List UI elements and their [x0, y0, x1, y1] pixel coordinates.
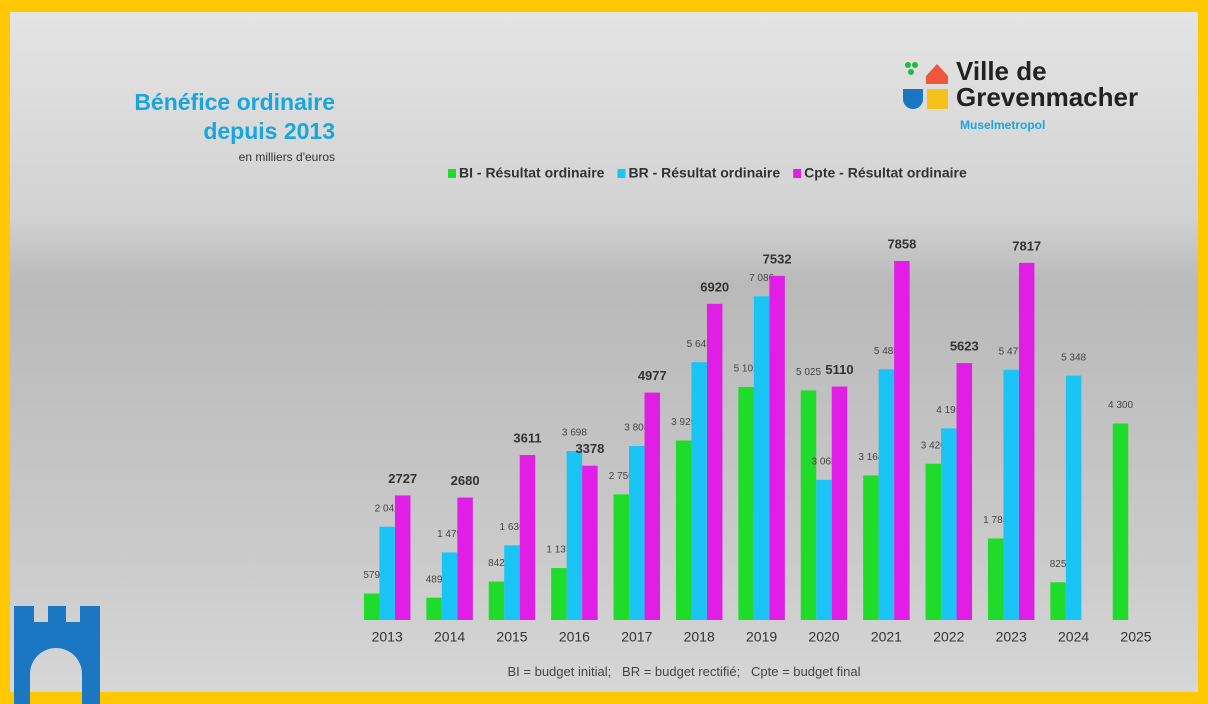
bar — [645, 393, 661, 620]
value-label: 5 025 — [796, 367, 821, 378]
bar — [1113, 424, 1129, 620]
bar — [1066, 376, 1082, 620]
value-label: 842 — [488, 558, 505, 569]
bar — [442, 552, 458, 620]
bar — [551, 568, 567, 620]
x-tick-label: 2015 — [496, 629, 527, 645]
bar — [1019, 263, 1034, 620]
value-label: 4977 — [638, 368, 667, 383]
bar — [707, 304, 723, 620]
bar — [926, 464, 942, 620]
bar — [863, 475, 879, 620]
logo-name: Ville de Grevenmacher — [956, 58, 1138, 110]
value-label: 2680 — [451, 473, 480, 488]
value-label: 4 300 — [1108, 400, 1133, 411]
x-tick-label: 2024 — [1058, 629, 1089, 645]
value-label: 3611 — [513, 430, 541, 445]
value-label: 5 348 — [1061, 352, 1086, 363]
bar — [894, 261, 910, 620]
chart-title: Bénéfice ordinaire depuis 2013 — [70, 88, 335, 146]
x-tick-label: 2022 — [933, 629, 964, 645]
bar — [676, 441, 692, 621]
x-tick-label: 2018 — [684, 629, 715, 645]
bar — [754, 296, 770, 620]
bar — [738, 387, 754, 620]
logo-tagline: Muselmetropol — [960, 118, 1045, 132]
value-label: 3378 — [575, 441, 604, 456]
logo-line: Ville de — [956, 58, 1138, 84]
bar — [457, 498, 473, 620]
legend-label: BR - Résultat ordinaire — [628, 165, 780, 181]
x-tick-label: 2023 — [996, 629, 1027, 645]
bar — [504, 545, 520, 620]
x-tick-label: 2016 — [559, 629, 590, 645]
bar — [395, 495, 411, 620]
bar — [879, 369, 895, 620]
value-label: 7817 — [1012, 238, 1041, 253]
x-tick-label: 2017 — [621, 629, 652, 645]
x-tick-label: 2013 — [372, 629, 403, 645]
bar — [629, 446, 645, 620]
x-tick-label: 2021 — [871, 629, 902, 645]
value-label: 7532 — [763, 251, 792, 266]
value-label: 489 — [426, 574, 443, 585]
bar — [691, 362, 707, 620]
bar — [816, 480, 832, 620]
bar — [957, 363, 973, 620]
value-label: 3 698 — [562, 428, 587, 439]
bar — [801, 390, 817, 620]
value-label: 5110 — [825, 362, 853, 377]
x-tick-label: 2025 — [1120, 629, 1151, 645]
bar — [941, 428, 957, 620]
bar — [1003, 370, 1019, 620]
chart-subtitle: en milliers d'euros — [70, 150, 335, 164]
value-label: 6920 — [700, 279, 729, 294]
bar — [614, 494, 630, 620]
legend-label: Cpte - Résultat ordinaire — [804, 165, 967, 181]
bar — [379, 527, 395, 620]
bar — [582, 466, 598, 620]
x-tick-label: 2019 — [746, 629, 777, 645]
value-label: 579 — [363, 570, 380, 581]
page: BI - Résultat ordinaire BR - Résultat ord… — [0, 0, 1208, 704]
bar — [364, 594, 380, 620]
legend-swatch — [617, 169, 625, 178]
note: BI = budget initial; BR = budget rectifi… — [0, 664, 1208, 679]
bar — [832, 387, 848, 620]
bar — [489, 582, 505, 620]
legend-label: BI - Résultat ordinaire — [459, 165, 605, 181]
value-label: 5623 — [950, 339, 979, 354]
legend-swatch — [793, 169, 801, 178]
bar — [567, 451, 583, 620]
value-label: 2727 — [388, 471, 417, 486]
bar — [988, 538, 1004, 620]
bar — [426, 598, 442, 620]
bar — [769, 276, 785, 620]
logo-line: Grevenmacher — [956, 84, 1138, 110]
value-label: 825 — [1050, 559, 1067, 570]
bar — [1050, 582, 1066, 620]
x-tick-label: 2014 — [434, 629, 465, 645]
bar — [520, 455, 536, 620]
value-label: 7858 — [887, 236, 916, 251]
legend-swatch — [448, 169, 456, 178]
x-tick-label: 2020 — [808, 629, 839, 645]
